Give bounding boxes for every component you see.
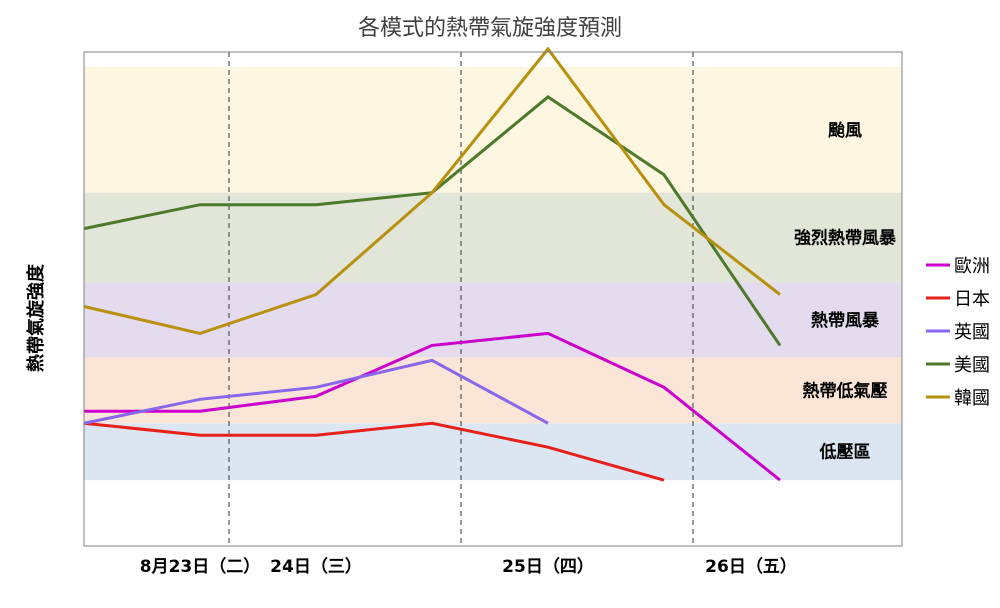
series-line-4: [83, 46, 781, 335]
band-0: [84, 66, 902, 193]
plot-frame: [83, 51, 903, 547]
band-label-2: 熱帶風暴: [811, 310, 880, 331]
intensity-bands: [84, 66, 902, 481]
series-line-2: [83, 358, 549, 425]
band-3: [84, 357, 902, 424]
series-line-0: [84, 331, 781, 482]
band-4: [84, 423, 902, 481]
x-tick-label-2: 25日（四）: [502, 556, 594, 577]
band-2: [84, 282, 902, 358]
legend-label-4: 韓國: [954, 388, 990, 409]
x-tick-label-0: 8月23日（二）: [140, 556, 261, 577]
chart-title: 各模式的熱帶氣旋強度預測: [358, 16, 622, 41]
legend-label-1: 日本: [954, 289, 990, 310]
y-axis-label: 熱帶氣旋強度: [25, 263, 47, 372]
band-label-1: 強烈熱帶風暴: [794, 228, 897, 249]
x-tick-label-3: 26日（五）: [705, 556, 797, 577]
model-series: [83, 46, 782, 482]
series-line-1: [83, 421, 665, 482]
band-label-3: 熱帶低氣壓: [803, 380, 888, 401]
band-label-0: 颱風: [828, 121, 862, 141]
legend-label-3: 美國: [954, 355, 990, 376]
band-label-4: 低壓區: [819, 442, 871, 463]
x-tick-labels: 8月23日（二） 24日（三） 25日（四） 26日（五）: [140, 556, 797, 577]
band-1: [84, 192, 902, 283]
legend-label-2: 英國: [954, 322, 990, 343]
legend-label-0: 歐洲: [954, 256, 990, 277]
day-dividers: [228, 52, 694, 546]
x-tick-label-1: 24日（三）: [270, 556, 362, 577]
